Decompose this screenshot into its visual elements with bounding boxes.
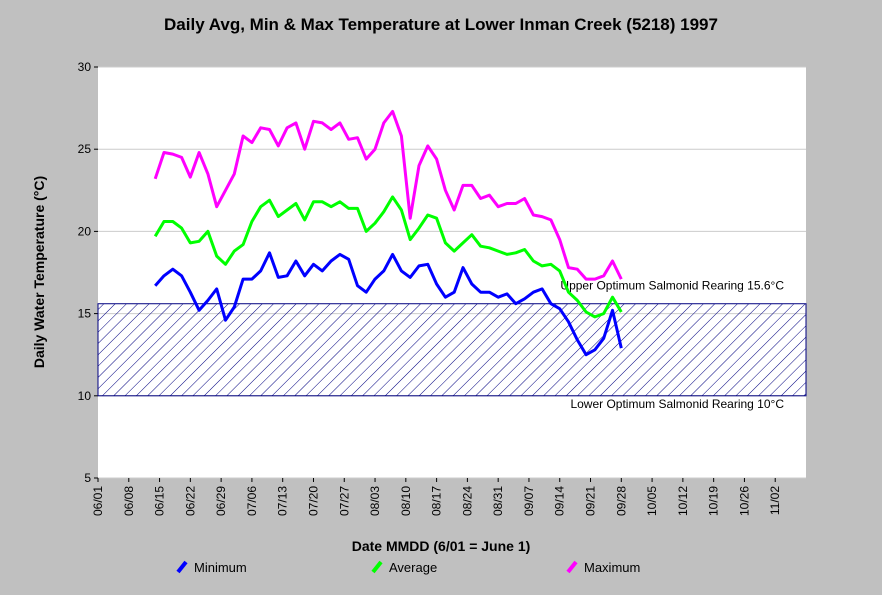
y-tick-label: 30 (78, 60, 92, 74)
legend-swatch (566, 560, 578, 574)
legend-label: Minimum (194, 560, 247, 575)
legend-label: Average (389, 560, 437, 575)
x-tick-label: 08/03 (368, 486, 382, 516)
x-axis-label: Date MMDD (6/01 = June 1) (352, 538, 531, 554)
x-tick-label: 06/08 (122, 486, 136, 516)
x-tick-label: 10/26 (737, 486, 751, 516)
x-tick-label: 07/06 (245, 486, 259, 516)
x-tick-label: 10/19 (707, 486, 721, 516)
x-tick-label: 06/15 (153, 486, 167, 516)
band-upper-label: Upper Optimum Salmonid Rearing 15.6°C (560, 279, 784, 293)
x-tick-label: 08/17 (430, 486, 444, 516)
x-tick-label: 09/28 (614, 486, 628, 516)
x-tick-label: 09/14 (553, 486, 567, 516)
x-tick-label: 09/07 (522, 486, 536, 516)
optimum-band (97, 303, 807, 397)
x-tick-label: 06/22 (183, 486, 197, 516)
chart-title: Daily Avg, Min & Max Temperature at Lowe… (164, 15, 718, 34)
band-lower-label: Lower Optimum Salmonid Rearing 10°C (570, 397, 784, 411)
y-tick-label: 20 (78, 224, 92, 238)
series-line (154, 251, 623, 357)
x-tick-label: 09/21 (584, 486, 598, 516)
y-tick-label: 5 (84, 471, 91, 485)
x-tick-label: 07/13 (276, 486, 290, 516)
x-tick-label: 06/29 (214, 486, 228, 516)
series-line (153, 195, 623, 319)
y-axis-label: Daily Water Temperature (°C) (31, 176, 47, 368)
y-tick-label: 10 (78, 389, 92, 403)
x-tick-label: 10/12 (676, 486, 690, 516)
x-tick-label: 08/24 (460, 486, 474, 516)
x-tick-label: 08/31 (491, 486, 505, 516)
x-tick-label: 07/27 (337, 486, 351, 516)
x-tick-label: 11/02 (768, 486, 782, 515)
y-tick-label: 25 (78, 142, 92, 156)
series-line (153, 109, 623, 281)
plot-area (98, 67, 806, 478)
legend-swatch (176, 560, 188, 574)
x-tick-label: 07/20 (306, 486, 320, 516)
y-tick-label: 15 (78, 307, 92, 321)
x-tick-label: 08/10 (399, 486, 413, 516)
x-tick-label: 10/05 (645, 486, 659, 516)
legend-swatch (371, 560, 383, 574)
x-tick-label: 06/01 (91, 486, 105, 516)
legend-label: Maximum (584, 560, 640, 575)
